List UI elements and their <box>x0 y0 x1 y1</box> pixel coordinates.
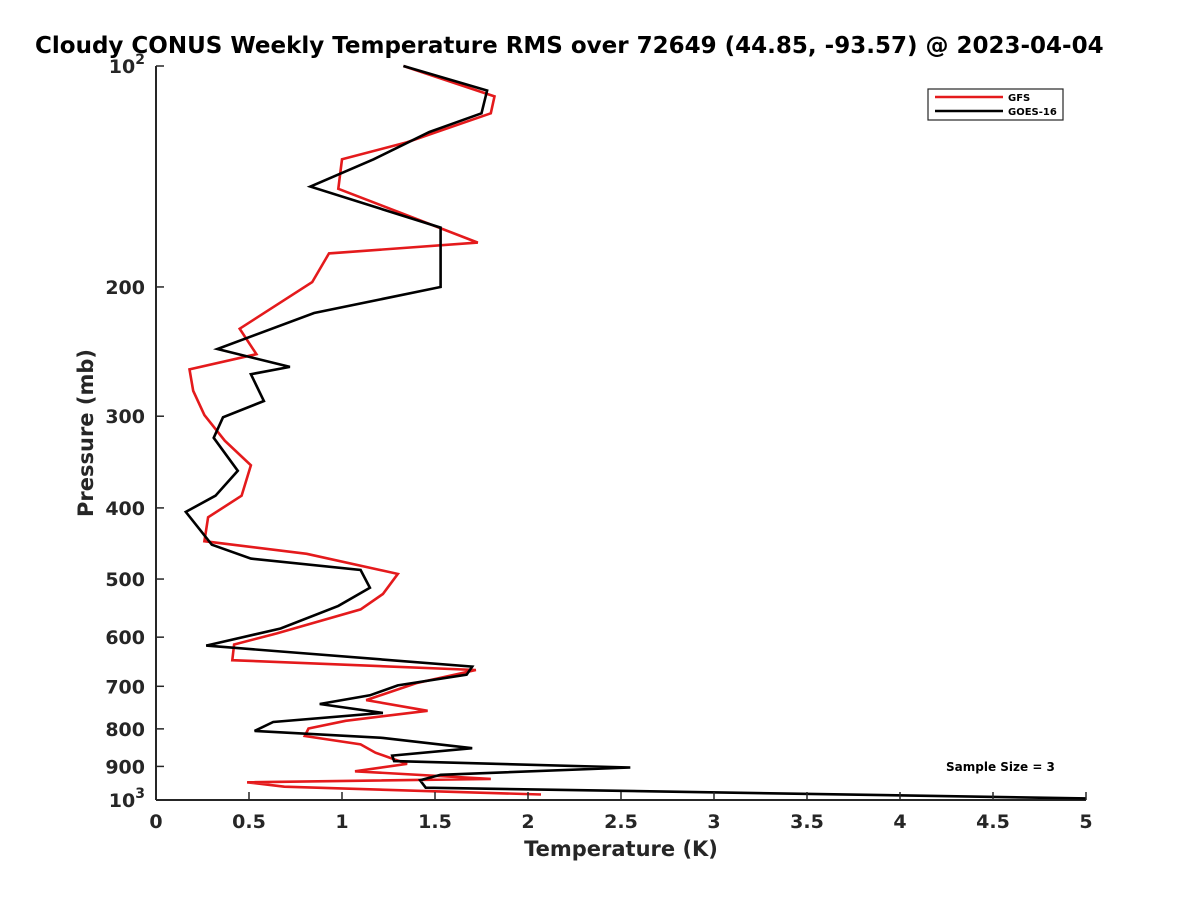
sample-size-annotation: Sample Size = 3 <box>946 760 1055 774</box>
legend: GFS GOES-16 <box>927 88 1064 121</box>
x-tick-label: 5 <box>1079 811 1092 833</box>
chart-title: Cloudy CONUS Weekly Temperature RMS over… <box>35 33 1104 59</box>
y-tick-label: 103 <box>109 786 145 812</box>
y-tick-label: 300 <box>105 406 145 428</box>
series-line-goes16 <box>183 64 1087 800</box>
x-tick-label: 1 <box>335 811 348 833</box>
y-tick-label: 800 <box>105 719 145 741</box>
legend-label-gfs: GFS <box>1008 93 1030 104</box>
x-tick-label: 3.5 <box>790 811 824 833</box>
y-axis-label: Pressure (mb) <box>74 349 98 517</box>
y-tick-label: 400 <box>105 498 145 520</box>
x-axis-ticks: 0 0.5 1 1.5 2 2.5 3 3.5 4 4.5 5 <box>149 792 1093 833</box>
series-line-gfs <box>188 64 542 796</box>
x-tick-label: 0.5 <box>232 811 266 833</box>
y-tick-label: 700 <box>105 676 145 698</box>
x-tick-label: 3 <box>707 811 720 833</box>
y-tick-label: 500 <box>105 569 145 591</box>
x-tick-label: 4.5 <box>976 811 1010 833</box>
x-tick-label: 0 <box>149 811 162 833</box>
legend-box <box>927 88 1064 121</box>
x-tick-label: 2.5 <box>604 811 638 833</box>
y-tick-label: 200 <box>105 277 145 299</box>
y-tick-label: 600 <box>105 627 145 649</box>
series-layer <box>183 64 1087 800</box>
x-tick-label: 1.5 <box>418 811 452 833</box>
y-axis-ticks: 102 200 300 400 500 600 700 800 900 103 <box>105 52 164 812</box>
y-tick-label: 102 <box>109 52 145 78</box>
x-tick-label: 2 <box>521 811 534 833</box>
plot-area: 0 0.5 1 1.5 2 2.5 3 3.5 4 4.5 5 102 200 300 400 500 600… <box>105 52 1092 833</box>
legend-label-goes16: GOES-16 <box>1008 107 1057 118</box>
x-tick-label: 4 <box>893 811 906 833</box>
x-axis-label: Temperature (K) <box>524 837 718 861</box>
y-tick-label: 900 <box>105 756 145 778</box>
